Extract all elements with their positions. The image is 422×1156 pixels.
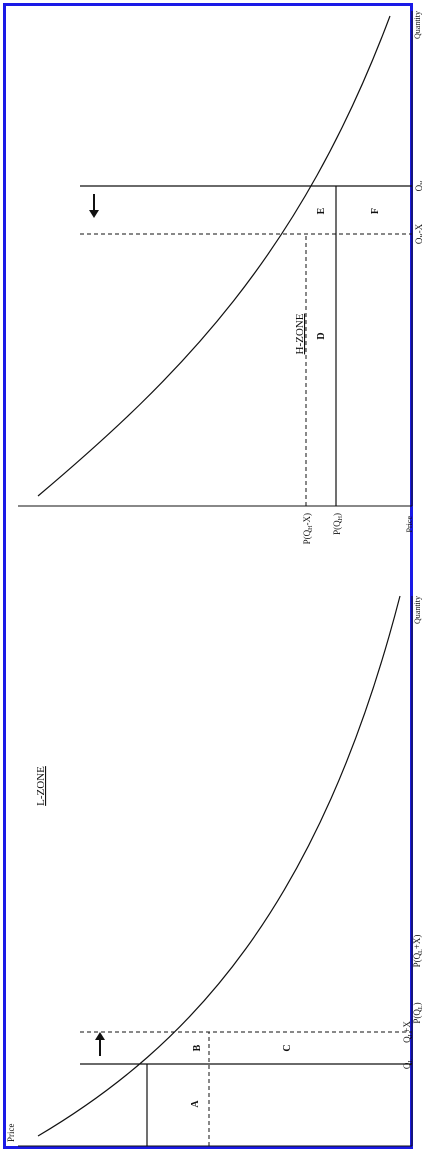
lzone-q-l-label: QL	[402, 1059, 414, 1070]
figure-frame	[3, 3, 413, 1149]
lzone-price-ql-label: P(QL)	[412, 1002, 422, 1023]
lzone-area-c-label: C	[282, 1044, 293, 1051]
lzone-q-lx-label: QL+X	[402, 1021, 414, 1043]
hzone-area-f-label: F	[370, 208, 381, 214]
lzone-area-a-label: A	[190, 1100, 201, 1108]
lzone-demand-curve	[37, 595, 401, 1137]
lzone-price-qlx-label: P(QL+X)	[412, 935, 422, 968]
hzone-q-hx-label: QH-X	[414, 223, 422, 244]
hzone-price-qhx-label: P(QH-X)	[302, 513, 314, 544]
hzone-area-d-label: D	[316, 332, 327, 339]
lzone-panel	[18, 595, 413, 1147]
hzone-q-h-label: QH	[414, 180, 422, 192]
lzone-quantity-axis-label: Quantity	[413, 596, 422, 624]
hzone-price-qh-label: P(QH)	[332, 513, 344, 535]
hzone-price-axis-label: Price	[405, 516, 414, 533]
hzone-quantity-axis-label: Quantity	[413, 11, 422, 39]
hzone-shift-arrowhead	[89, 210, 99, 218]
lzone-title: L-ZONE	[35, 766, 47, 806]
lzone-shift-arrowhead	[95, 1032, 105, 1040]
lzone-area-b-label: B	[192, 1044, 203, 1051]
hzone-panel	[18, 11, 413, 507]
lzone-price-axis-label: Price	[6, 1124, 16, 1143]
hzone-area-e-label: E	[316, 207, 327, 214]
hzone-demand-curve	[37, 15, 391, 497]
hzone-title: H-ZONE	[294, 313, 306, 354]
